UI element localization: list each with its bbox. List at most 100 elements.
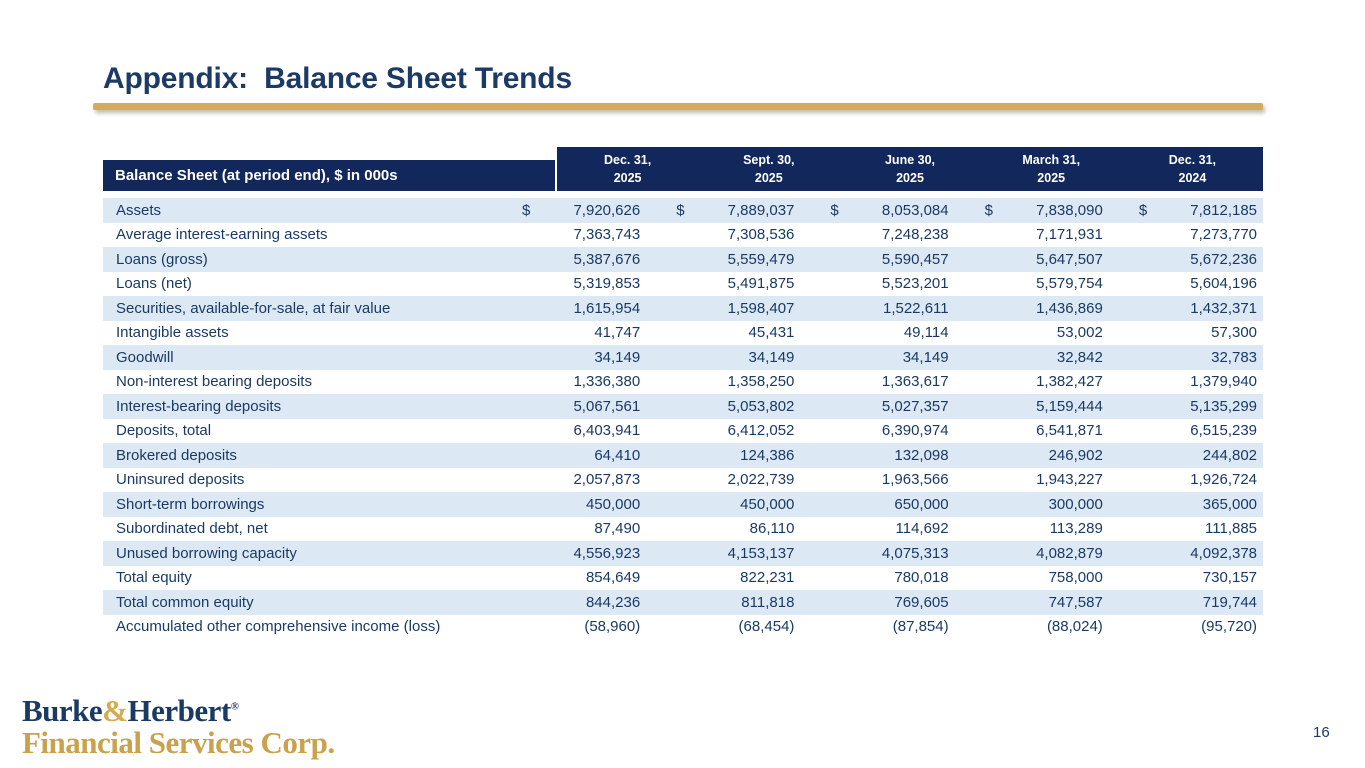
table-body: Assets $7,920,626 $7,889,037 $8,053,084 $7,8… xyxy=(103,198,1263,639)
row-value: 34,149 xyxy=(902,348,949,366)
row-value: 7,171,931 xyxy=(1036,226,1103,244)
row-value: 6,541,871 xyxy=(1036,422,1103,440)
row-value: 811,818 xyxy=(741,593,795,611)
row-value: 113,289 xyxy=(1049,520,1103,538)
row-value: 1,432,371 xyxy=(1190,299,1258,317)
column-header: Dec. 31, 2025 xyxy=(603,152,652,185)
row-value: 1,522,611 xyxy=(882,299,949,317)
table-header-dates: Dec. 31, 2025 Sept. 30, 2025 June 30, 2025 Mar… xyxy=(557,147,1263,191)
table-row: Loans (gross) 5,387,676 5,559,479 5,590,457… xyxy=(103,247,1263,272)
table-row: Brokered deposits 64,410 124,386 132,098 246… xyxy=(103,443,1263,468)
column-header: March 31, 2025 xyxy=(1022,152,1081,185)
row-value: 844,236 xyxy=(585,593,641,611)
row-value: 45,431 xyxy=(748,324,795,342)
row-label: Loans (gross) xyxy=(116,250,208,268)
table-row: Subordinated debt, net 87,490 86,110 114,69… xyxy=(103,517,1263,542)
row-value: 1,379,940 xyxy=(1190,373,1258,391)
title-underline xyxy=(93,103,1263,110)
row-value: 2,057,873 xyxy=(573,471,641,489)
row-value: 6,412,052 xyxy=(727,422,795,440)
row-value: 5,159,444 xyxy=(1036,397,1103,415)
table-header-label: Balance Sheet (at period end), $ in 000s xyxy=(103,160,555,191)
row-value: 4,092,378 xyxy=(1190,544,1258,562)
table-row: Goodwill 34,149 34,149 34,149 32,842 32,783 xyxy=(103,345,1263,370)
row-value: 365,000 xyxy=(1202,495,1258,513)
row-value: 822,231 xyxy=(740,569,795,587)
row-value: (68,454) xyxy=(738,618,795,636)
logo-line2: Financial Services Corp. xyxy=(22,725,335,760)
row-value: (95,720) xyxy=(1201,618,1258,636)
row-label: Goodwill xyxy=(116,348,174,366)
row-label: Loans (net) xyxy=(116,275,192,293)
dollar-sign: $ xyxy=(676,201,685,219)
row-value: 34,149 xyxy=(748,348,795,366)
row-value: 1,926,724 xyxy=(1190,471,1258,489)
table-row: Accumulated other comprehensive income (… xyxy=(103,615,1263,640)
row-value: 34,149 xyxy=(594,348,641,366)
row-value: 1,358,250 xyxy=(727,373,795,391)
row-label: Short-term borrowings xyxy=(116,495,265,513)
row-value: 5,523,201 xyxy=(881,275,949,293)
row-label: Average interest-earning assets xyxy=(116,226,328,244)
row-value: 5,672,236 xyxy=(1190,250,1258,268)
row-label: Total equity xyxy=(116,569,192,587)
row-value: 41,747 xyxy=(594,324,641,342)
row-label: Accumulated other comprehensive income (… xyxy=(116,618,441,636)
row-value: 5,491,875 xyxy=(727,275,795,293)
row-value: 719,744 xyxy=(1202,593,1258,611)
dollar-sign: $ xyxy=(984,201,993,219)
row-value: 132,098 xyxy=(894,446,949,464)
row-value: 7,308,536 xyxy=(727,226,795,244)
row-value: 4,556,923 xyxy=(573,544,641,562)
table-row: Deposits, total 6,403,941 6,412,052 6,390,9… xyxy=(103,419,1263,444)
table-row: Non-interest bearing deposits 1,336,380 1,… xyxy=(103,370,1263,395)
row-value: 1,963,566 xyxy=(881,471,949,489)
row-value: 7,248,238 xyxy=(881,226,949,244)
row-value: 1,615,954 xyxy=(573,299,641,317)
row-value: 5,135,299 xyxy=(1190,397,1258,415)
row-value: 4,075,313 xyxy=(881,544,949,562)
row-value: 6,390,974 xyxy=(881,422,949,440)
table-row: Assets $7,920,626 $7,889,037 $8,053,084 $7,8… xyxy=(103,198,1263,223)
registered-mark: ® xyxy=(230,700,239,713)
row-value: 1,363,617 xyxy=(881,373,949,391)
table-header-row: Balance Sheet (at period end), $ in 000s… xyxy=(103,147,1263,191)
row-label: Assets xyxy=(116,201,162,219)
table-row: Intangible assets 41,747 45,431 49,114 53,00… xyxy=(103,321,1263,346)
row-value: 7,363,743 xyxy=(573,226,641,244)
row-label: Securities, available-for-sale, at fair … xyxy=(116,299,391,317)
table-row: Total equity 854,649 822,231 780,018 758,000… xyxy=(103,566,1263,591)
row-value: (88,024) xyxy=(1046,618,1103,636)
page-title: Appendix: Balance Sheet Trends xyxy=(103,62,572,95)
row-value: 1,598,407 xyxy=(727,299,795,317)
row-value: 2,022,739 xyxy=(727,471,795,489)
row-value: 5,319,853 xyxy=(573,275,641,293)
row-value: 57,300 xyxy=(1211,324,1258,342)
row-value: 86,110 xyxy=(749,520,795,538)
row-value: 300,000 xyxy=(1048,495,1103,513)
table-row: Average interest-earning assets 7,363,743… xyxy=(103,223,1263,248)
row-value: $7,838,090 xyxy=(984,201,1103,219)
row-value: (87,854) xyxy=(892,618,949,636)
row-value: 1,336,380 xyxy=(573,373,641,391)
logo-line1: Burke&Herbert® xyxy=(22,695,335,726)
row-value: 5,647,507 xyxy=(1036,250,1103,268)
row-value: 780,018 xyxy=(894,569,949,587)
column-header: Sept. 30, 2025 xyxy=(743,152,795,185)
row-value: 114,692 xyxy=(895,520,949,538)
row-value: 450,000 xyxy=(585,495,641,513)
row-value: 7,273,770 xyxy=(1190,226,1258,244)
row-value: 244,802 xyxy=(1202,446,1258,464)
row-label: Deposits, total xyxy=(116,422,212,440)
table-row: Total common equity 844,236 811,818 769,605… xyxy=(103,590,1263,615)
row-value: $7,812,185 xyxy=(1138,201,1258,219)
row-value: 5,067,561 xyxy=(573,397,641,415)
row-label: Unused borrowing capacity xyxy=(116,544,297,562)
row-label: Subordinated debt, net xyxy=(116,520,268,538)
row-value: 32,842 xyxy=(1056,348,1103,366)
row-value: 64,410 xyxy=(594,446,641,464)
row-value: 111,885 xyxy=(1205,520,1258,538)
row-value: 246,902 xyxy=(1048,446,1103,464)
balance-sheet-table: Balance Sheet (at period end), $ in 000s… xyxy=(103,147,1263,639)
